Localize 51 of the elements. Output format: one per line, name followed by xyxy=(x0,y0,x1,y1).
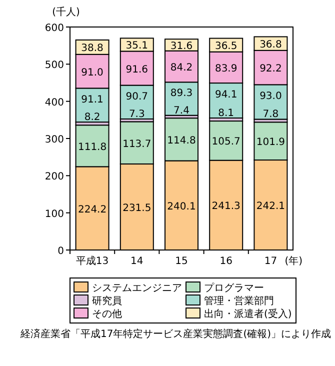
y-tick-label: 300 xyxy=(44,134,64,146)
data-label: 94.1 xyxy=(214,90,238,101)
data-label: 7.4 xyxy=(174,105,190,116)
y-tick-label: 100 xyxy=(44,208,64,220)
legend-label: プログラマー xyxy=(204,282,264,294)
data-label: 101.9 xyxy=(256,137,286,148)
data-label: 92.2 xyxy=(260,64,282,75)
data-label: 240.1 xyxy=(167,201,196,212)
data-label: 8.2 xyxy=(84,112,100,124)
y-axis-title: (千人) xyxy=(52,6,80,18)
x-axis-title: (年) xyxy=(284,255,303,267)
data-label: 242.1 xyxy=(256,201,286,212)
data-label: 90.7 xyxy=(126,91,148,102)
data-label: 231.5 xyxy=(122,202,152,214)
y-tick-label: 200 xyxy=(44,172,64,183)
legend-label: 出向・派遣者(受入) xyxy=(204,308,292,320)
data-label: 7.3 xyxy=(128,108,145,120)
data-label: 114.8 xyxy=(167,135,196,146)
data-label: 84.2 xyxy=(170,62,193,74)
x-tick-label: 15 xyxy=(175,256,188,267)
legend-label: 管理・営業部門 xyxy=(204,295,274,307)
data-label: 83.9 xyxy=(214,63,238,74)
legend-label: その他 xyxy=(92,308,122,320)
data-label: 36.5 xyxy=(214,41,238,52)
data-label: 241.3 xyxy=(212,201,240,212)
data-label: 91.1 xyxy=(81,94,104,106)
data-label: 35.1 xyxy=(126,40,148,52)
x-tick-label: 平成13 xyxy=(76,255,109,267)
x-tick-label: 14 xyxy=(130,256,144,267)
text: 経済産業省「平成17年特定サービス産業実態調査(確報)」により作成 xyxy=(19,328,331,342)
data-label: 93.0 xyxy=(260,91,282,102)
y-tick-label: 400 xyxy=(44,97,64,108)
data-label: 224.2 xyxy=(78,204,107,216)
y-tick-label: 0 xyxy=(58,246,64,257)
data-label: 89.3 xyxy=(170,88,193,100)
y-tick-label: 600 xyxy=(44,23,64,34)
data-label: 111.8 xyxy=(78,142,107,153)
legend-label: システムエンジニア xyxy=(92,283,182,294)
data-label: 7.8 xyxy=(262,109,279,120)
data-label: 38.8 xyxy=(81,43,104,54)
legend-label: 研究員 xyxy=(92,295,122,307)
data-label: 105.7 xyxy=(212,136,240,148)
x-tick-label: 16 xyxy=(220,256,232,267)
data-label: 113.7 xyxy=(122,138,152,150)
data-label: 91.0 xyxy=(81,67,104,78)
x-tick-label: 17 xyxy=(264,256,278,267)
data-label: 8.1 xyxy=(218,108,234,120)
data-label: 36.8 xyxy=(260,40,282,51)
data-label: 31.6 xyxy=(170,40,193,52)
data-label: 91.6 xyxy=(126,64,148,76)
y-tick-label: 500 xyxy=(44,60,64,72)
